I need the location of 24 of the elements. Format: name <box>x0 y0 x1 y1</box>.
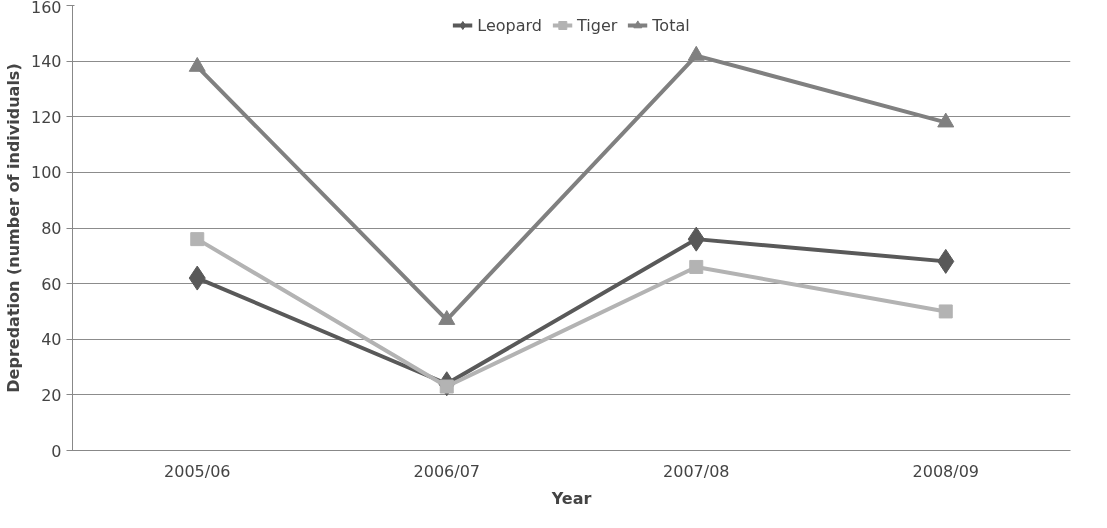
point <box>938 304 953 319</box>
point <box>190 232 205 247</box>
legend-label: Total <box>652 15 690 35</box>
point <box>937 112 955 128</box>
y-tick-label: 0 <box>51 441 62 461</box>
point <box>188 56 206 72</box>
legend-label: Leopard <box>477 15 542 35</box>
y-tick-label: 60 <box>41 274 62 294</box>
point <box>689 259 704 274</box>
x-tick-label: 2006/07 <box>413 461 480 481</box>
y-tick-label: 140 <box>30 52 62 72</box>
y-axis-title: Depredation (number of individuals) <box>3 63 23 393</box>
y-tick-label: 100 <box>30 163 62 183</box>
x-tick-label: 2007/08 <box>663 461 730 481</box>
y-tick-label: 20 <box>41 385 62 405</box>
y-tick-label: 160 <box>30 0 62 17</box>
y-tick-label: 120 <box>30 107 62 127</box>
point <box>687 45 705 61</box>
x-tick-label: 2005/06 <box>164 461 231 481</box>
x-tick-label: 2008/09 <box>912 461 979 481</box>
y-tick-label: 80 <box>41 219 62 238</box>
x-axis-title: Year <box>550 488 592 508</box>
y-tick-label: 40 <box>41 330 62 350</box>
legend-label: Tiger <box>577 15 618 35</box>
